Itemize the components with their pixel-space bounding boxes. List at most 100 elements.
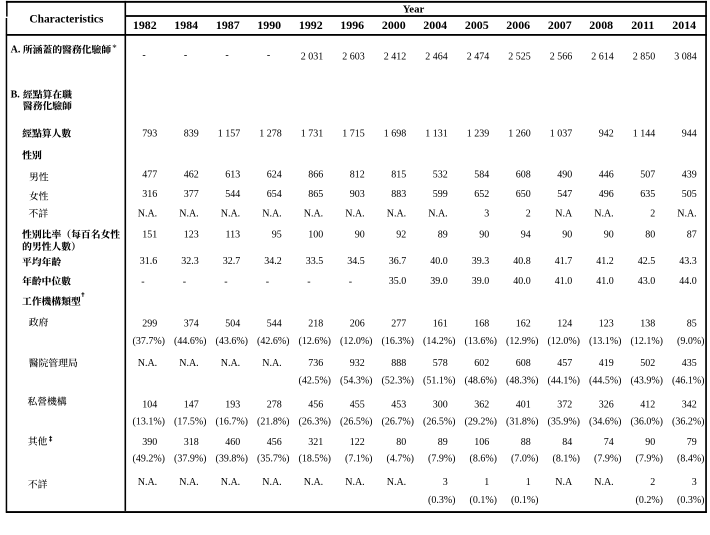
svg-text:(4.7%): (4.7%) bbox=[387, 454, 415, 465]
svg-text:89: 89 bbox=[438, 437, 448, 448]
svg-text:N.A.: N.A. bbox=[304, 477, 323, 488]
svg-text:1: 1 bbox=[484, 477, 489, 488]
svg-text:N.A.: N.A. bbox=[179, 358, 198, 369]
svg-text:507: 507 bbox=[640, 169, 655, 180]
svg-text:(7.9%): (7.9%) bbox=[428, 454, 456, 465]
svg-text:(26.3%): (26.3%) bbox=[299, 416, 332, 427]
svg-text:(13.1%): (13.1%) bbox=[133, 416, 166, 427]
svg-text:2 474: 2 474 bbox=[467, 52, 490, 63]
svg-text:1987: 1987 bbox=[216, 18, 240, 32]
svg-text:113: 113 bbox=[226, 229, 241, 240]
svg-text:138: 138 bbox=[640, 319, 655, 330]
svg-text:40.0: 40.0 bbox=[513, 276, 531, 287]
svg-text:(44.6%): (44.6%) bbox=[174, 336, 207, 347]
svg-text:-: - bbox=[225, 50, 228, 61]
svg-text:32.7: 32.7 bbox=[223, 256, 241, 267]
svg-text:277: 277 bbox=[391, 319, 406, 330]
svg-text:N.A.: N.A. bbox=[677, 209, 696, 220]
svg-text:(35.9%): (35.9%) bbox=[548, 416, 581, 427]
svg-text:N.A.: N.A. bbox=[262, 477, 281, 488]
svg-text:316: 316 bbox=[142, 189, 157, 200]
svg-text:815: 815 bbox=[391, 169, 406, 180]
svg-text:883: 883 bbox=[391, 189, 406, 200]
svg-text:504: 504 bbox=[225, 319, 240, 330]
svg-text:544: 544 bbox=[225, 189, 240, 200]
svg-text:(12.0%): (12.0%) bbox=[548, 336, 581, 347]
svg-text:608: 608 bbox=[516, 169, 531, 180]
svg-text:89: 89 bbox=[438, 229, 448, 240]
svg-text:(8.4%): (8.4%) bbox=[677, 454, 705, 465]
svg-text:1 698: 1 698 bbox=[384, 128, 407, 139]
svg-text:94: 94 bbox=[521, 229, 531, 240]
svg-text:2006: 2006 bbox=[506, 18, 530, 32]
svg-text:(48.3%): (48.3%) bbox=[506, 376, 539, 387]
svg-text:1996: 1996 bbox=[340, 18, 364, 32]
svg-text:N.A.: N.A. bbox=[221, 358, 240, 369]
svg-text:44.0: 44.0 bbox=[679, 276, 697, 287]
svg-text:N.A.: N.A. bbox=[594, 209, 613, 220]
svg-text:(8.1%): (8.1%) bbox=[553, 454, 581, 465]
svg-text:532: 532 bbox=[433, 169, 448, 180]
svg-text:-: - bbox=[141, 277, 144, 288]
svg-text:N.A.: N.A. bbox=[345, 209, 364, 220]
svg-text:374: 374 bbox=[184, 319, 199, 330]
svg-text:40.0: 40.0 bbox=[430, 256, 448, 267]
svg-text:39.0: 39.0 bbox=[472, 276, 490, 287]
svg-text:736: 736 bbox=[308, 358, 323, 369]
svg-text:942: 942 bbox=[599, 128, 614, 139]
svg-text:1 157: 1 157 bbox=[218, 128, 241, 139]
svg-text:36.7: 36.7 bbox=[389, 256, 407, 267]
svg-text:2: 2 bbox=[526, 209, 531, 220]
svg-text:N.A.: N.A. bbox=[304, 209, 323, 220]
svg-text:490: 490 bbox=[557, 169, 572, 180]
svg-text:1982: 1982 bbox=[133, 18, 157, 32]
svg-text:1984: 1984 bbox=[174, 18, 198, 32]
svg-text:-: - bbox=[224, 277, 227, 288]
svg-text:453: 453 bbox=[391, 399, 406, 410]
svg-text:-: - bbox=[142, 50, 145, 61]
svg-text:N.A.: N.A. bbox=[262, 209, 281, 220]
svg-text:932: 932 bbox=[350, 358, 365, 369]
svg-text:32.3: 32.3 bbox=[181, 256, 199, 267]
svg-text:43.3: 43.3 bbox=[679, 256, 697, 267]
svg-text:(12.0%): (12.0%) bbox=[340, 336, 373, 347]
svg-text:839: 839 bbox=[184, 128, 199, 139]
svg-text:N.A.: N.A. bbox=[594, 477, 613, 488]
svg-text:90: 90 bbox=[645, 437, 655, 448]
svg-text:N.A.: N.A. bbox=[428, 209, 447, 220]
svg-text:1990: 1990 bbox=[257, 18, 281, 32]
svg-text:3: 3 bbox=[484, 209, 489, 220]
svg-text:79: 79 bbox=[687, 437, 697, 448]
svg-text:(0.3%): (0.3%) bbox=[428, 495, 456, 506]
svg-text:40.8: 40.8 bbox=[513, 256, 531, 267]
svg-text:278: 278 bbox=[267, 399, 282, 410]
svg-text:(26.5%): (26.5%) bbox=[423, 416, 456, 427]
svg-text:123: 123 bbox=[599, 319, 614, 330]
svg-text:(42.5%): (42.5%) bbox=[299, 376, 332, 387]
svg-text:342: 342 bbox=[682, 399, 697, 410]
svg-text:34.5: 34.5 bbox=[347, 256, 365, 267]
svg-text:N.A.: N.A. bbox=[179, 209, 198, 220]
svg-text:(36.0%): (36.0%) bbox=[631, 416, 664, 427]
svg-text:412: 412 bbox=[640, 399, 655, 410]
svg-text:34.2: 34.2 bbox=[264, 256, 282, 267]
svg-text:2000: 2000 bbox=[382, 18, 406, 32]
svg-text:218: 218 bbox=[308, 319, 323, 330]
svg-text:92: 92 bbox=[396, 229, 406, 240]
svg-text:477: 477 bbox=[142, 169, 157, 180]
svg-text:A.: A. bbox=[11, 44, 21, 55]
svg-text:(7.1%): (7.1%) bbox=[345, 454, 373, 465]
svg-text:(46.1%): (46.1%) bbox=[672, 376, 705, 387]
svg-text:(26.5%): (26.5%) bbox=[340, 416, 373, 427]
svg-text:321: 321 bbox=[308, 437, 323, 448]
svg-text:(43.9%): (43.9%) bbox=[631, 376, 664, 387]
svg-text:41.2: 41.2 bbox=[596, 256, 614, 267]
svg-text:41.0: 41.0 bbox=[596, 276, 614, 287]
svg-text:161: 161 bbox=[433, 319, 448, 330]
svg-text:1 731: 1 731 bbox=[301, 128, 324, 139]
svg-text:(16.3%): (16.3%) bbox=[382, 336, 415, 347]
svg-text:(44.5%): (44.5%) bbox=[589, 376, 622, 387]
svg-text:(36.2%): (36.2%) bbox=[672, 416, 705, 427]
svg-text:2 412: 2 412 bbox=[384, 52, 407, 63]
svg-text:2004: 2004 bbox=[423, 18, 447, 32]
